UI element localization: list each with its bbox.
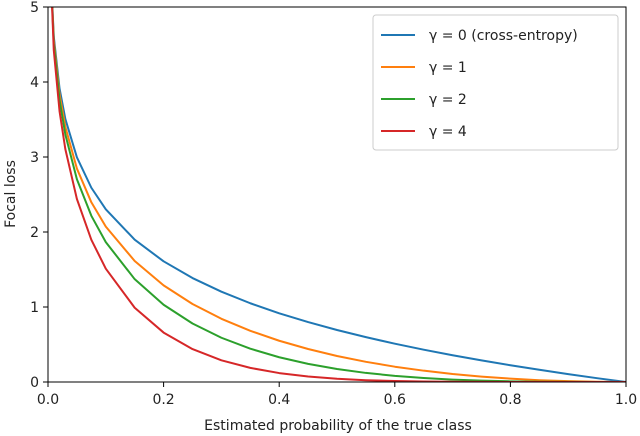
legend-label-3: γ = 4 — [429, 124, 467, 140]
y-tick-label: 5 — [30, 0, 39, 16]
plot-frame — [47, 6, 627, 383]
legend-label-0: γ = 0 (cross-entropy) — [429, 28, 578, 44]
y-tick-label: 2 — [30, 225, 39, 241]
legend: γ = 0 (cross-entropy) γ = 1 γ = 2 γ = 4 — [372, 14, 619, 151]
y-tick-label: 3 — [30, 150, 39, 166]
y-axis-label: Focal loss — [3, 160, 19, 228]
legend-label-1: γ = 1 — [429, 60, 467, 76]
legend-box — [372, 14, 619, 151]
y-tick-label: 0 — [30, 375, 39, 391]
x-tick-label: 0.8 — [499, 392, 521, 408]
x-tick-label: 0.2 — [152, 392, 174, 408]
axes: 0.0 0.2 0.4 0.6 0.8 1.0 0 1 2 3 4 5 — [30, 0, 637, 408]
legend-label-2: γ = 2 — [429, 92, 467, 108]
y-tick-label: 1 — [30, 300, 39, 316]
x-axis-label: Estimated probability of the true class — [204, 418, 472, 434]
y-tick-label: 4 — [30, 75, 39, 91]
x-tick-label: 0.4 — [268, 392, 290, 408]
series-line-1 — [51, 7, 626, 382]
x-tick-label: 0.0 — [37, 392, 59, 408]
x-tick-label: 0.6 — [384, 392, 406, 408]
series-line-0 — [51, 7, 626, 382]
x-tick-label: 1.0 — [615, 392, 637, 408]
